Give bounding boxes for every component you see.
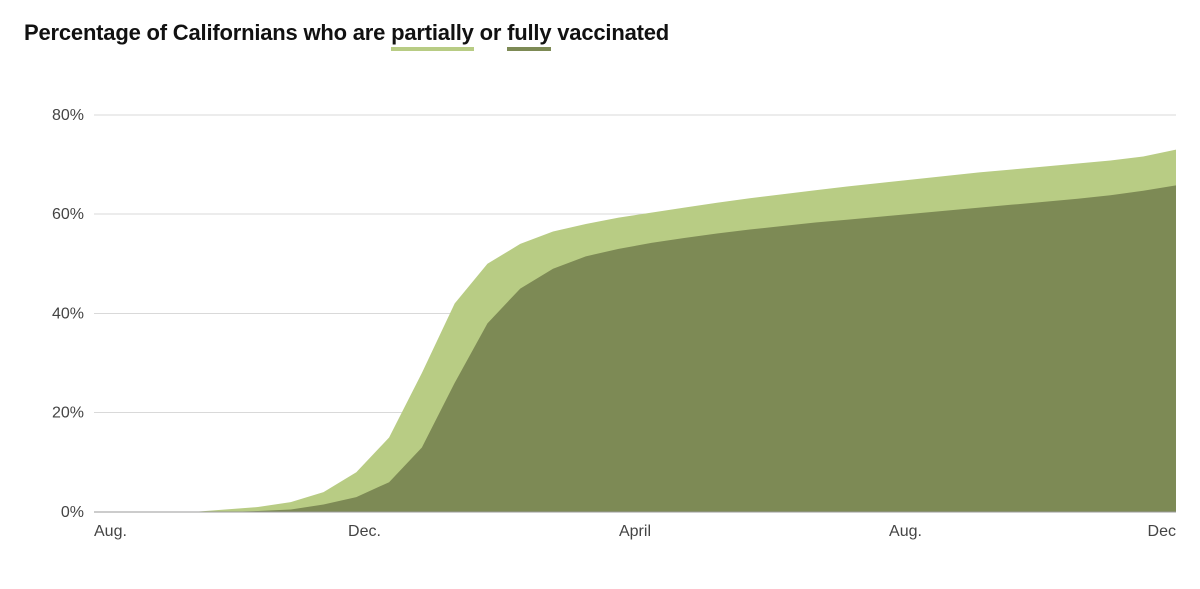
x-tick-label: Dec bbox=[1148, 523, 1176, 540]
x-tick-label: Aug. bbox=[889, 523, 922, 540]
title-full-word: fully bbox=[507, 20, 551, 51]
title-partial-word: partially bbox=[391, 20, 474, 51]
chart-container: Percentage of Californians who are parti… bbox=[0, 0, 1200, 589]
y-tick-label: 40% bbox=[52, 305, 84, 322]
title-mid: or bbox=[474, 20, 507, 45]
chart-title: Percentage of Californians who are parti… bbox=[24, 20, 1176, 46]
x-tick-label: April bbox=[619, 523, 651, 540]
plot-svg: 0% 20% 40% 60% 80% Aug. Dec. April Aug. Dec bbox=[24, 82, 1176, 562]
x-tick-label: Aug. bbox=[94, 523, 127, 540]
title-post: vaccinated bbox=[551, 20, 669, 45]
y-tick-label: 80% bbox=[52, 107, 84, 124]
title-pre: Percentage of Californians who are bbox=[24, 20, 391, 45]
y-tick-label: 60% bbox=[52, 206, 84, 223]
x-tick-label: Dec. bbox=[348, 523, 381, 540]
y-tick-label: 0% bbox=[61, 504, 84, 521]
plot-area: 0% 20% 40% 60% 80% Aug. Dec. April Aug. Dec bbox=[24, 82, 1176, 562]
y-tick-label: 20% bbox=[52, 405, 84, 422]
